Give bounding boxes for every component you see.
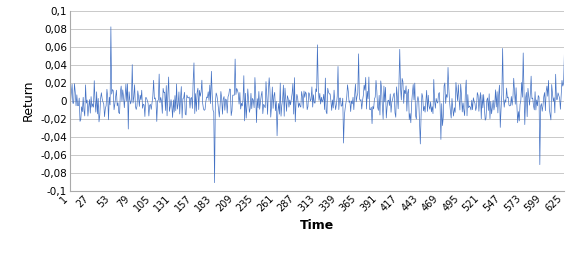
Y-axis label: Return: Return [21,80,35,121]
X-axis label: Time: Time [300,219,333,232]
